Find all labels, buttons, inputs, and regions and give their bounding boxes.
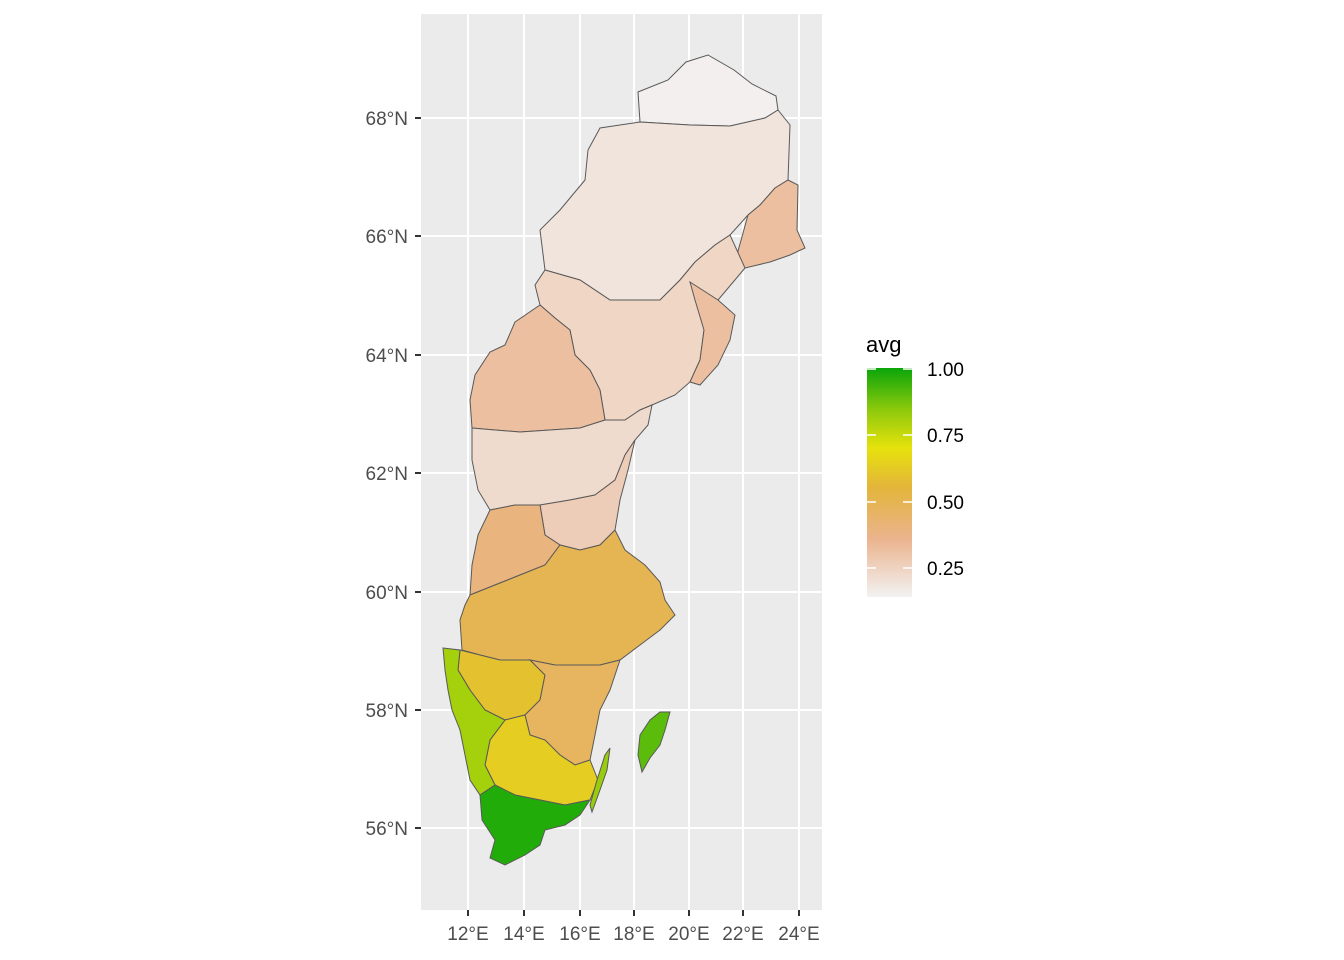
y-tick-label: 56°N [366, 819, 408, 840]
y-axis-labels: 56°N 58°N 60°N 62°N 64°N 66°N 68°N [366, 109, 408, 840]
region-skane [479, 784, 592, 866]
y-tick-label: 60°N [366, 583, 408, 604]
x-tick-label: 16°E [559, 924, 600, 945]
region-gotland [637, 711, 671, 774]
region-norrbotten-coast [734, 179, 806, 269]
x-tick-label: 14°E [503, 924, 544, 945]
y-tick-label: 64°N [366, 346, 408, 367]
region-vasterbotten-coast [689, 280, 736, 386]
legend-label: 1.00 [927, 360, 964, 381]
y-tick-label: 66°N [366, 227, 408, 248]
legend-title: avg [866, 332, 901, 357]
x-tick-label: 20°E [668, 924, 709, 945]
y-tick-label: 58°N [366, 701, 408, 722]
legend-label: 0.75 [927, 426, 964, 447]
x-tick-label: 24°E [778, 924, 819, 945]
x-tick-label: 18°E [613, 924, 654, 945]
x-tick-label: 12°E [447, 924, 488, 945]
y-tick-label: 68°N [366, 109, 408, 130]
legend-colorbar [867, 368, 912, 597]
legend: avg 0.25 0.50 0.75 1.00 [866, 332, 964, 597]
regions [442, 54, 806, 866]
legend-label: 0.50 [927, 493, 964, 514]
axis-ticks [415, 117, 800, 916]
y-tick-label: 62°N [366, 464, 408, 485]
legend-ticks [867, 368, 912, 569]
x-axis-labels: 12°E 14°E 16°E 18°E 20°E 22°E 24°E [447, 924, 819, 945]
legend-label: 0.25 [927, 559, 964, 580]
region-oland [589, 747, 611, 814]
x-tick-label: 22°E [722, 924, 763, 945]
